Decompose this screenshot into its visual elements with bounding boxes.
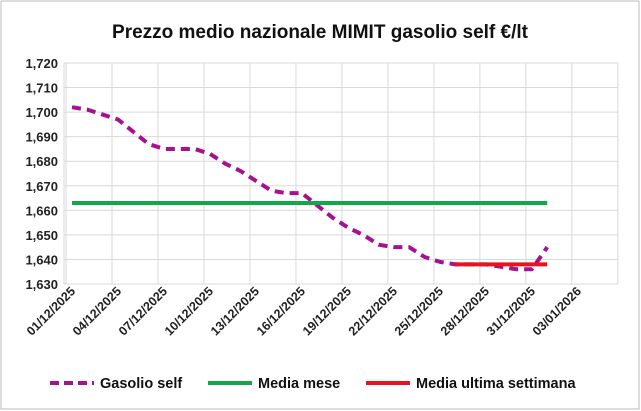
legend-label: Gasolio self xyxy=(100,376,182,392)
y-tick-label: 1,690 xyxy=(25,130,58,145)
y-tick-label: 1,680 xyxy=(25,154,58,169)
y-tick-label: 1,700 xyxy=(25,105,58,120)
chart-title: Prezzo medio nazionale MIMIT gasolio sel… xyxy=(112,22,529,43)
legend-label: Media mese xyxy=(258,376,340,392)
y-tick-label: 1,720 xyxy=(25,56,58,71)
y-tick-label: 1,670 xyxy=(25,179,58,194)
y-tick-label: 1,660 xyxy=(25,203,58,218)
legend-label: Media ultima settimana xyxy=(416,376,576,392)
y-tick-label: 1,640 xyxy=(25,252,58,267)
y-tick-label: 1,650 xyxy=(25,228,58,243)
y-tick-label: 1,630 xyxy=(25,277,58,292)
y-tick-label: 1,710 xyxy=(25,81,58,96)
